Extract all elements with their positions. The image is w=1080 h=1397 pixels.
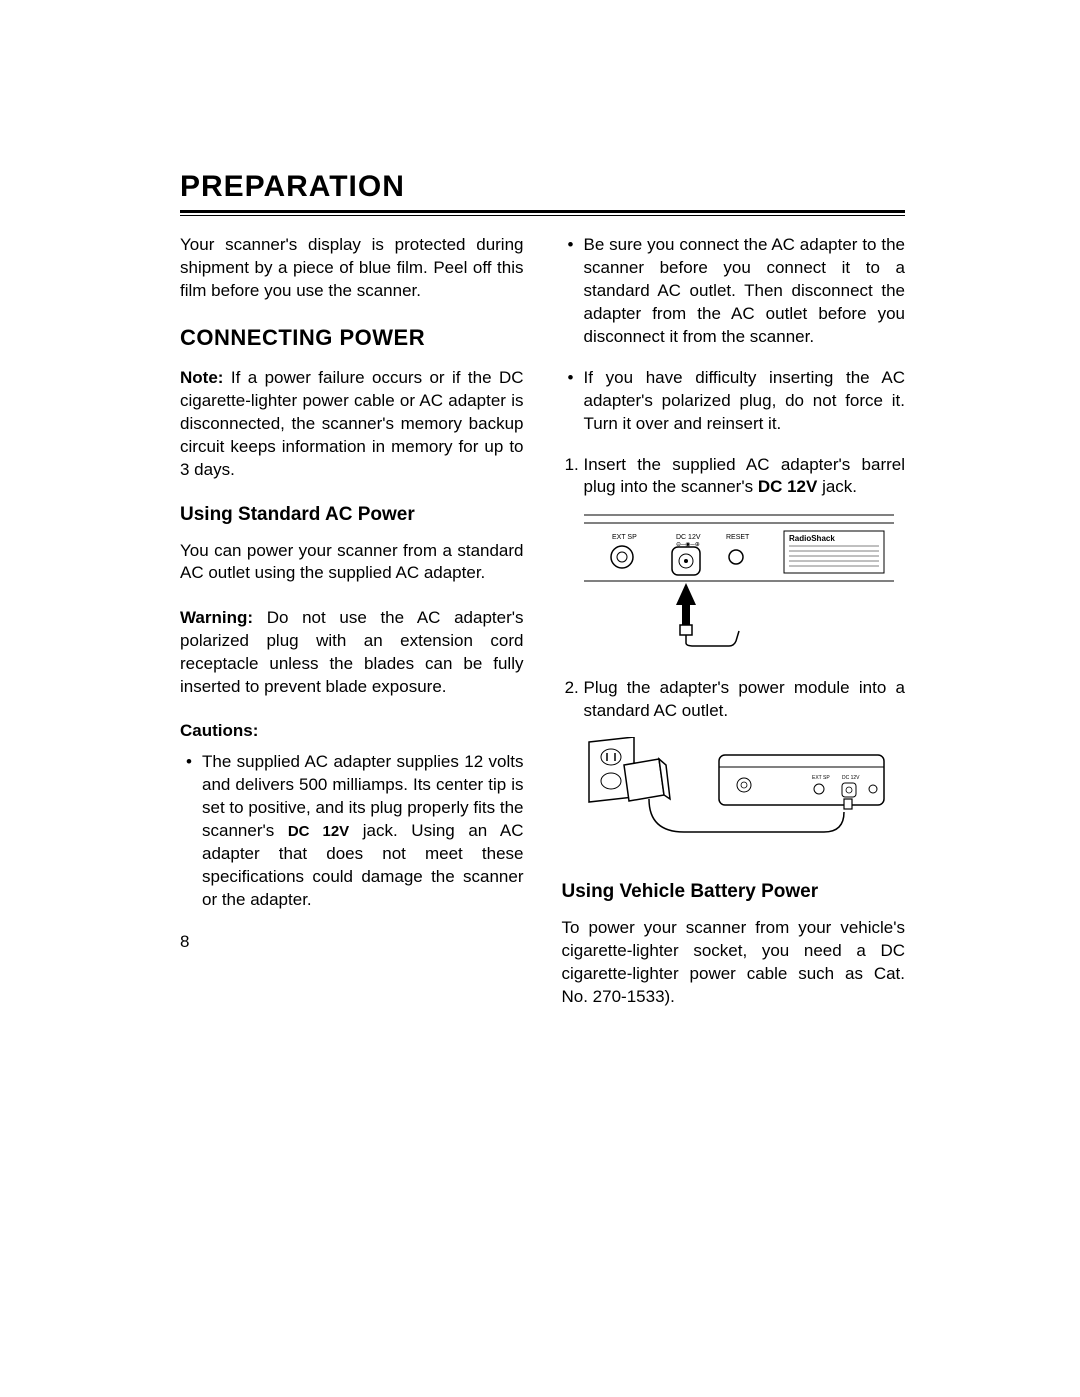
subheading-vehicle-power: Using Vehicle Battery Power	[562, 881, 906, 903]
extsp-label: EXT SP	[612, 534, 637, 541]
warning-paragraph: Warning: Do not use the AC adapt­er's po…	[180, 607, 524, 699]
caution-item: The supplied AC adapter sup­plies 12 vol…	[202, 751, 524, 912]
cautions-list-right: Be sure you connect the AC adapter to th…	[562, 234, 906, 436]
title-underline	[180, 210, 905, 216]
dc12v-label: DC 12V	[288, 823, 349, 840]
note-text: If a power failure occurs or if the DC c…	[180, 368, 524, 479]
warning-label: Warning:	[180, 608, 253, 627]
step-item: Insert the supplied AC adapter's barrel …	[584, 454, 906, 500]
subheading-ac-power: Using Standard AC Power	[180, 504, 524, 526]
dc12v-label: DC 12V	[758, 477, 818, 496]
cautions-label: Cautions:	[180, 721, 524, 741]
note-paragraph: Note: If a power failure occurs or if th…	[180, 367, 524, 482]
reset-label: RESET	[726, 534, 750, 541]
caution-item: If you have difficulty inserting the AC …	[584, 367, 906, 436]
document-page: PREPARATION Your scanner's display is pr…	[0, 0, 1080, 1111]
step-item: Plug the adapter's power mod­ule into a …	[584, 677, 906, 723]
left-column: Your scanner's display is protected duri…	[180, 234, 524, 1031]
figure-wall-adapter: EXT SP DC 12V	[584, 737, 906, 857]
extsp-mini-label: EXT SP	[812, 775, 830, 781]
cautions-list-left: The supplied AC adapter sup­plies 12 vol…	[180, 751, 524, 912]
page-number: 8	[180, 932, 524, 952]
dc12v-panel-label: DC 12V	[676, 534, 701, 541]
steps-list: Insert the supplied AC adapter's barrel …	[562, 454, 906, 500]
brand-label: RadioShack	[789, 534, 835, 543]
steps-list-2: Plug the adapter's power mod­ule into a …	[562, 677, 906, 723]
dc12v-mini-label: DC 12V	[842, 775, 860, 781]
section-heading-connecting-power: CONNECTING POWER	[180, 325, 524, 351]
two-column-layout: Your scanner's display is protected duri…	[180, 234, 905, 1031]
caution-item: Be sure you connect the AC adapter to th…	[584, 234, 906, 349]
figure-dc-jack: EXT SP DC 12V ⊖─◉─⊕ RESET RadioShack	[584, 513, 906, 653]
vehicle-power-paragraph: To power your scanner from your ve­hicle…	[562, 917, 906, 1009]
intro-paragraph: Your scanner's display is protected duri…	[180, 234, 524, 303]
wall-adapter-diagram-icon: EXT SP DC 12V	[584, 737, 894, 852]
main-title: PREPARATION	[180, 170, 905, 204]
right-column: Be sure you connect the AC adapter to th…	[562, 234, 906, 1031]
ac-power-paragraph: You can power your scanner from a standa…	[180, 540, 524, 586]
dc-jack-diagram-icon: EXT SP DC 12V ⊖─◉─⊕ RESET RadioShack	[584, 513, 894, 648]
step1-text-b: jack.	[817, 477, 857, 496]
note-label: Note:	[180, 368, 223, 387]
